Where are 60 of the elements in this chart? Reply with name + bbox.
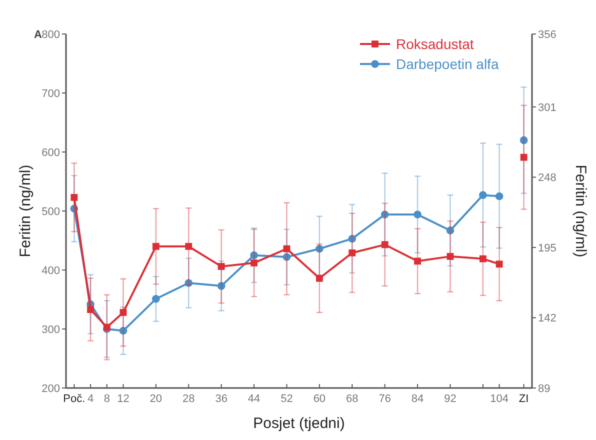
x-tick-label: 76	[378, 393, 391, 405]
y-tick-label: 500	[42, 206, 60, 218]
point	[520, 154, 528, 161]
point	[446, 226, 454, 234]
point	[414, 258, 422, 265]
point	[381, 241, 388, 248]
legend-label: Darbepoetin alfa	[396, 56, 499, 72]
legend-label: Roksadustat	[396, 36, 474, 52]
point	[479, 255, 486, 262]
point	[87, 306, 94, 313]
x-tick-label: 28	[182, 393, 195, 405]
point	[250, 259, 258, 266]
point	[185, 242, 192, 250]
point	[250, 251, 258, 260]
x-tick-label: 84	[411, 393, 424, 405]
x-tick-label: 104	[490, 393, 508, 405]
x-tick-label: 68	[346, 393, 358, 405]
x-tick-label: 44	[248, 393, 260, 405]
text: A	[34, 29, 42, 41]
y2-tick-label: 301	[538, 102, 556, 114]
point	[120, 309, 127, 316]
y2-tick-label: 89	[538, 382, 550, 395]
y-tick-label: 800	[42, 28, 60, 41]
x-tick-label: 12	[117, 393, 130, 405]
y2-tick-label: 142	[538, 312, 556, 325]
point	[496, 260, 503, 268]
y2-axis-title: Feritin (ng/ml)	[572, 164, 589, 258]
point	[348, 234, 356, 243]
x-tick-label: ZI	[518, 393, 529, 405]
point	[348, 249, 356, 256]
y-tick-label: 700	[42, 88, 60, 100]
x-axis-title: Posjet (tjedni)	[253, 415, 345, 432]
y-tick-label: 600	[42, 146, 60, 159]
x-tick-label: 20	[150, 393, 162, 405]
x-tick-label: 36	[215, 393, 228, 405]
point	[217, 282, 226, 290]
x-tick-label: Poč.	[63, 393, 86, 405]
point	[282, 253, 291, 261]
point	[380, 210, 389, 218]
point	[479, 191, 487, 199]
y-tick-label: 300	[42, 324, 60, 336]
y-axis-title: Feritin (ng/ml)	[17, 164, 34, 258]
point	[70, 194, 78, 201]
x-tick-label: 60	[313, 393, 326, 405]
y2-tick-label: 356	[538, 28, 556, 41]
x-tick-label: 4	[87, 393, 94, 405]
y-tick-label: 200	[42, 382, 60, 395]
x-tick-label: 8	[104, 393, 110, 405]
point	[495, 192, 504, 200]
point	[446, 252, 454, 260]
y2-tick-label: 195	[538, 242, 556, 254]
point	[152, 242, 160, 250]
y2-tick-label: 248	[538, 172, 556, 184]
point	[152, 295, 160, 303]
point	[119, 326, 128, 335]
y-tick-label: 400	[42, 264, 60, 277]
x-tick-label: 52	[280, 393, 293, 405]
x-tick-label: 92	[444, 393, 456, 405]
point	[414, 210, 422, 218]
point	[520, 136, 528, 144]
